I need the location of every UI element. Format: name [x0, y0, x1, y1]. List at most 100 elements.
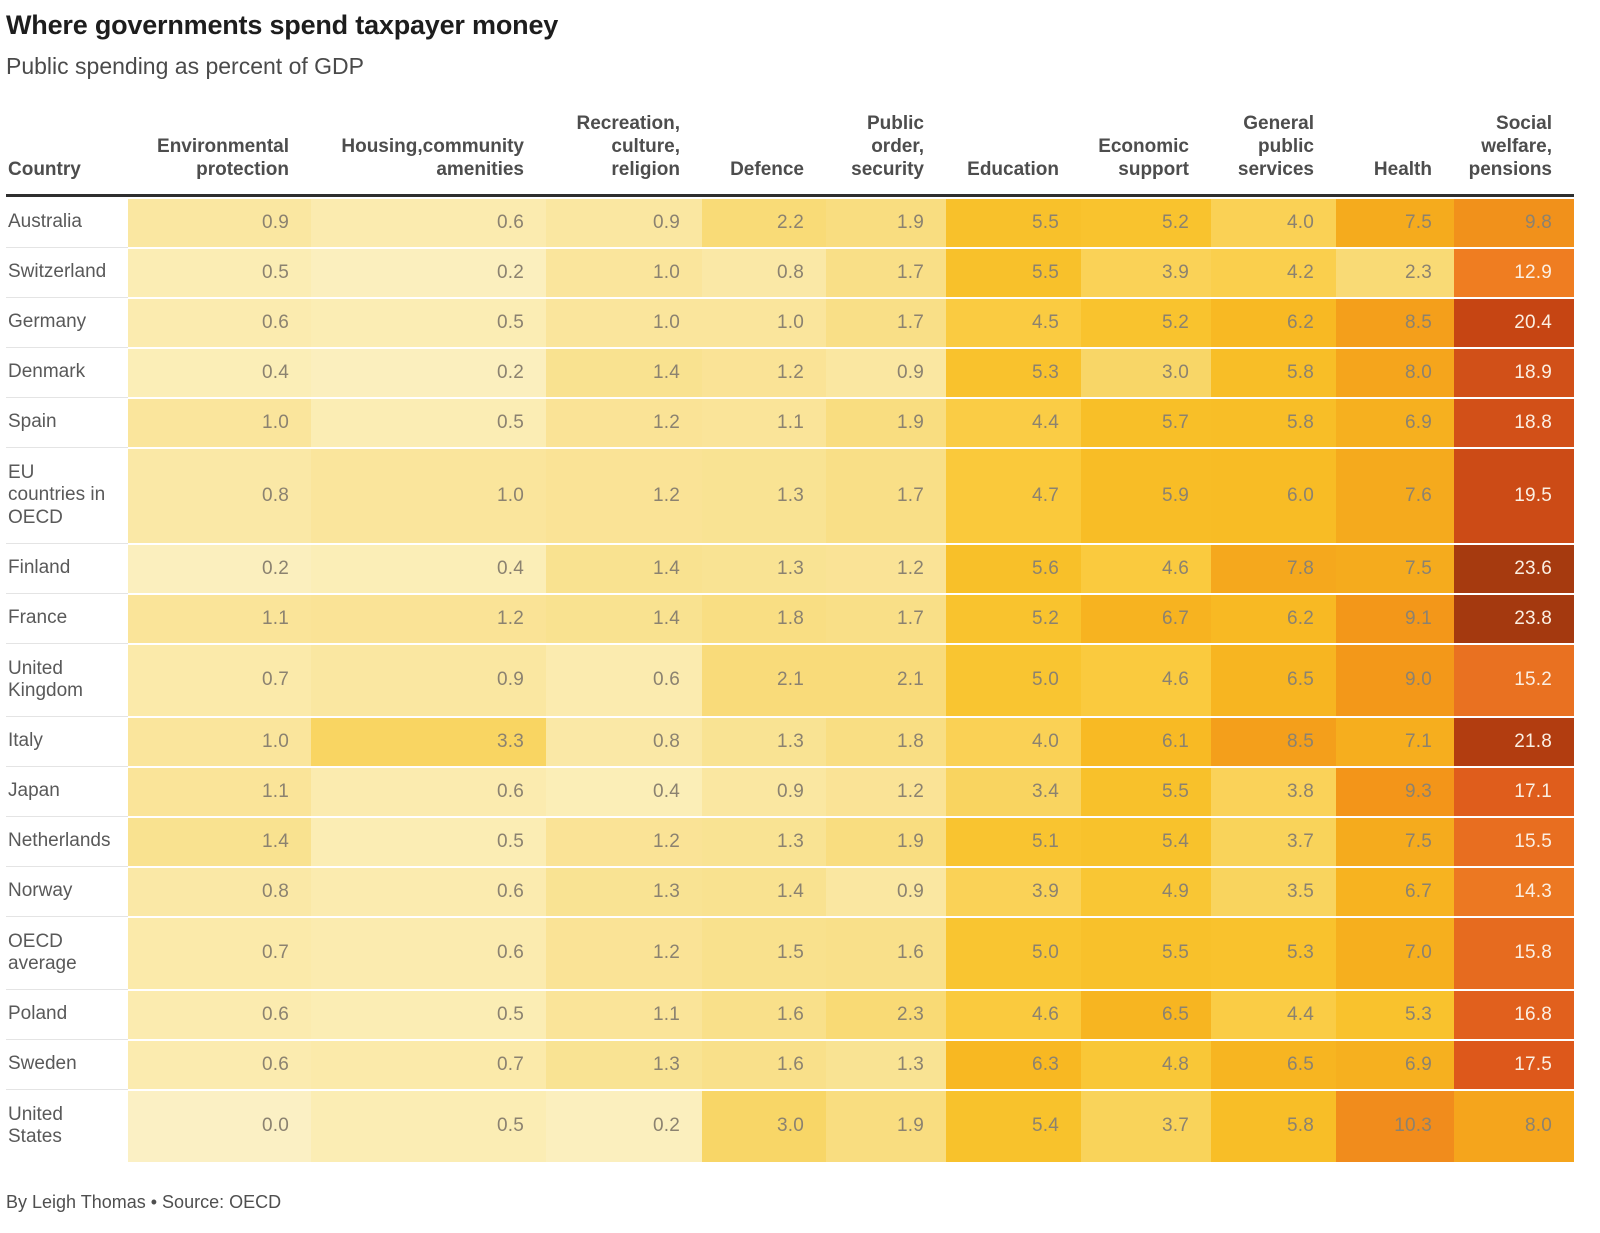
- column-header-general-public-services: General public services: [1211, 112, 1336, 197]
- value-cell: 1.5: [702, 917, 826, 989]
- value-cell: 1.0: [546, 248, 702, 297]
- value-cell: 1.4: [546, 544, 702, 593]
- table-body: Australia 0.9 0.6 0.9 2.2 1.9 5.5 5.2 4.0 7.5 9.8 S…: [6, 198, 1574, 1162]
- value-cell: 4.0: [946, 717, 1081, 766]
- value-cell: 15.2: [1454, 644, 1574, 716]
- column-header-health: Health: [1336, 112, 1454, 197]
- value-cell: 4.4: [946, 398, 1081, 447]
- value-cell: 1.1: [128, 594, 311, 643]
- value-cell: 1.8: [826, 717, 946, 766]
- row-label: Japan: [6, 767, 128, 816]
- table-row-italy: Italy 1.0 3.3 0.8 1.3 1.8 4.0 6.1 8.5 7.1 21.8: [6, 717, 1574, 766]
- column-header-recreation-culture-religion: Recreation, culture, religion: [546, 112, 702, 197]
- value-cell: 3.0: [702, 1090, 826, 1162]
- value-cell: 4.0: [1211, 198, 1336, 247]
- page-title: Where governments spend taxpayer money: [6, 10, 559, 40]
- value-cell: 18.9: [1454, 348, 1574, 397]
- value-cell: 1.2: [826, 544, 946, 593]
- value-cell: 3.9: [946, 867, 1081, 916]
- value-cell: 10.3: [1336, 1090, 1454, 1162]
- value-cell: 6.2: [1211, 594, 1336, 643]
- value-cell: 1.0: [546, 298, 702, 347]
- row-label: France: [6, 594, 128, 643]
- value-cell: 0.9: [311, 644, 546, 716]
- value-cell: 4.9: [1081, 867, 1211, 916]
- row-label: United States: [6, 1090, 128, 1162]
- value-cell: 1.2: [546, 817, 702, 866]
- value-cell: 5.6: [946, 544, 1081, 593]
- value-cell: 0.7: [311, 1040, 546, 1089]
- value-cell: 1.7: [826, 248, 946, 297]
- value-cell: 5.4: [1081, 817, 1211, 866]
- value-cell: 1.7: [826, 448, 946, 543]
- value-cell: 0.5: [311, 1090, 546, 1162]
- value-cell: 7.8: [1211, 544, 1336, 593]
- value-cell: 1.4: [702, 867, 826, 916]
- value-cell: 0.6: [311, 917, 546, 989]
- value-cell: 4.6: [1081, 644, 1211, 716]
- value-cell: 0.5: [311, 990, 546, 1039]
- value-cell: 9.1: [1336, 594, 1454, 643]
- table-row-united-states: United States 0.0 0.5 0.2 3.0 1.9 5.4 3.7 5.8 10.…: [6, 1090, 1574, 1162]
- value-cell: 2.3: [826, 990, 946, 1039]
- value-cell: 1.3: [546, 867, 702, 916]
- row-label: Finland: [6, 544, 128, 593]
- value-cell: 7.5: [1336, 817, 1454, 866]
- value-cell: 1.0: [128, 398, 311, 447]
- value-cell: 7.1: [1336, 717, 1454, 766]
- value-cell: 0.9: [702, 767, 826, 816]
- value-cell: 17.1: [1454, 767, 1574, 816]
- value-cell: 4.8: [1081, 1040, 1211, 1089]
- value-cell: 6.1: [1081, 717, 1211, 766]
- value-cell: 5.2: [1081, 298, 1211, 347]
- value-cell: 18.8: [1454, 398, 1574, 447]
- value-cell: 0.6: [546, 644, 702, 716]
- value-cell: 3.4: [946, 767, 1081, 816]
- row-label: Poland: [6, 990, 128, 1039]
- value-cell: 1.3: [702, 544, 826, 593]
- value-cell: 1.2: [546, 448, 702, 543]
- value-cell: 4.5: [946, 298, 1081, 347]
- row-label: OECD average: [6, 917, 128, 989]
- value-cell: 0.6: [311, 198, 546, 247]
- value-cell: 0.5: [311, 817, 546, 866]
- row-label: Italy: [6, 717, 128, 766]
- value-cell: 7.5: [1336, 544, 1454, 593]
- value-cell: 1.1: [546, 990, 702, 1039]
- table-row-netherlands: Netherlands 1.4 0.5 1.2 1.3 1.9 5.1 5.4 3.7 7.5 15…: [6, 817, 1574, 866]
- value-cell: 6.5: [1211, 644, 1336, 716]
- value-cell: 8.5: [1211, 717, 1336, 766]
- value-cell: 5.0: [946, 917, 1081, 989]
- value-cell: 2.1: [702, 644, 826, 716]
- value-cell: 21.8: [1454, 717, 1574, 766]
- value-cell: 0.4: [546, 767, 702, 816]
- value-cell: 17.5: [1454, 1040, 1574, 1089]
- row-label: Sweden: [6, 1040, 128, 1089]
- value-cell: 15.8: [1454, 917, 1574, 989]
- value-cell: 5.3: [1336, 990, 1454, 1039]
- value-cell: 0.6: [128, 990, 311, 1039]
- value-cell: 1.3: [826, 1040, 946, 1089]
- value-cell: 6.9: [1336, 398, 1454, 447]
- table-row-germany: Germany 0.6 0.5 1.0 1.0 1.7 4.5 5.2 6.2 8.5 20.4: [6, 298, 1574, 347]
- byline-source: By Leigh Thomas • Source: OECD: [6, 1191, 282, 1212]
- column-header-defence: Defence: [702, 112, 826, 197]
- value-cell: 23.8: [1454, 594, 1574, 643]
- value-cell: 0.2: [546, 1090, 702, 1162]
- value-cell: 0.7: [128, 644, 311, 716]
- value-cell: 5.2: [1081, 198, 1211, 247]
- value-cell: 6.5: [1081, 990, 1211, 1039]
- value-cell: 0.6: [128, 298, 311, 347]
- table-header: Country Environmental protection Housing,c…: [6, 112, 1574, 197]
- value-cell: 2.3: [1336, 248, 1454, 297]
- value-cell: 8.0: [1454, 1090, 1574, 1162]
- value-cell: 0.9: [128, 198, 311, 247]
- row-label: Norway: [6, 867, 128, 916]
- value-cell: 5.5: [1081, 917, 1211, 989]
- value-cell: 19.5: [1454, 448, 1574, 543]
- value-cell: 1.3: [702, 717, 826, 766]
- value-cell: 9.3: [1336, 767, 1454, 816]
- value-cell: 1.2: [702, 348, 826, 397]
- value-cell: 5.9: [1081, 448, 1211, 543]
- column-header-education: Education: [946, 112, 1081, 197]
